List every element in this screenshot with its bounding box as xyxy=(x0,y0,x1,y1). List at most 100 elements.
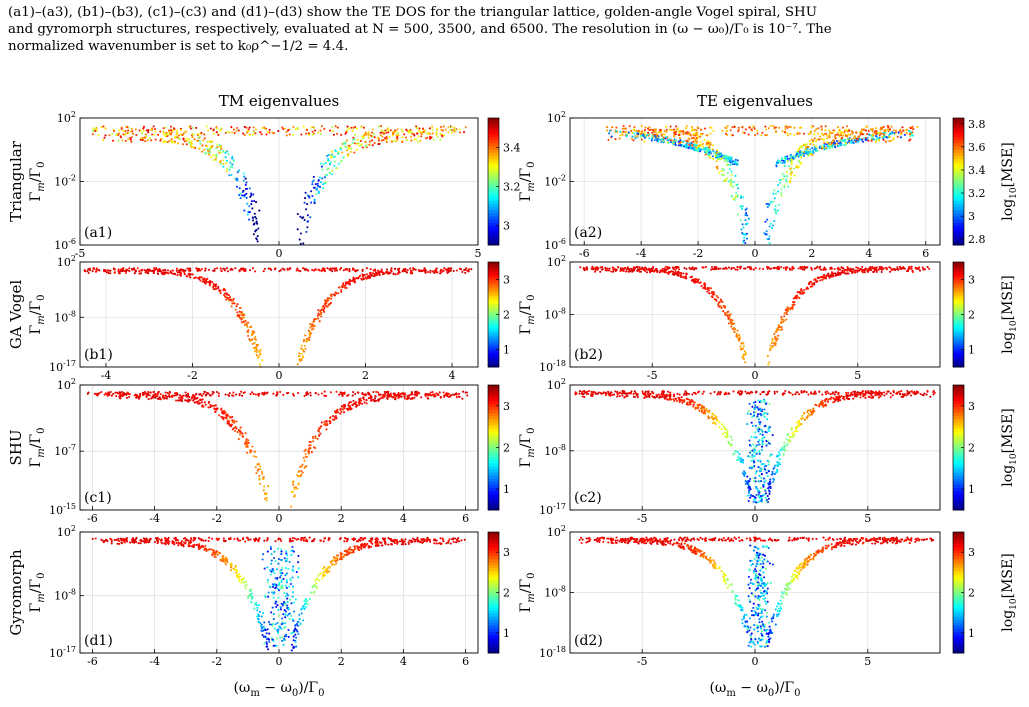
data-point xyxy=(710,126,713,129)
data-point xyxy=(118,129,121,132)
colorbar-segment xyxy=(953,133,964,138)
data-point xyxy=(722,267,725,270)
data-point xyxy=(97,133,100,137)
data-point xyxy=(104,134,107,137)
data-point xyxy=(717,303,720,306)
data-point xyxy=(373,399,377,403)
data-point xyxy=(419,131,422,135)
data-point xyxy=(121,269,124,272)
data-point xyxy=(831,140,834,143)
data-point xyxy=(706,290,709,293)
data-point xyxy=(731,126,734,129)
data-point xyxy=(855,266,858,269)
data-point xyxy=(288,133,291,136)
data-point xyxy=(781,161,784,165)
data-point xyxy=(730,267,733,271)
data-point xyxy=(120,126,123,129)
data-point xyxy=(885,136,888,139)
data-point xyxy=(240,321,243,324)
data-point xyxy=(889,132,892,136)
data-point xyxy=(662,391,665,394)
data-point xyxy=(310,325,313,328)
data-point xyxy=(254,215,257,218)
colorbar-segment xyxy=(488,419,499,423)
colorbar-segment xyxy=(488,213,499,217)
data-point xyxy=(731,134,734,137)
data-point xyxy=(168,139,171,142)
colorbar-tick-label: 2 xyxy=(503,309,510,322)
data-point xyxy=(325,428,328,431)
data-point xyxy=(688,143,691,146)
data-point xyxy=(240,390,243,393)
data-point xyxy=(333,418,336,421)
x-tick-label: 5 xyxy=(475,247,482,260)
data-point xyxy=(775,212,778,215)
data-point xyxy=(243,125,246,128)
data-point xyxy=(320,165,323,168)
data-point xyxy=(760,134,763,137)
data-point xyxy=(415,127,419,130)
colorbar-label: log10[MSE] xyxy=(1000,275,1019,353)
data-point xyxy=(439,132,442,135)
data-point xyxy=(411,396,414,399)
data-point xyxy=(315,192,318,195)
data-point xyxy=(654,133,657,136)
data-point xyxy=(345,267,348,270)
data-point xyxy=(739,345,742,348)
data-point xyxy=(831,391,835,394)
colorbar-segment xyxy=(488,441,499,445)
data-point xyxy=(232,158,235,162)
data-point xyxy=(457,395,460,398)
data-point xyxy=(329,416,332,419)
data-point xyxy=(112,392,115,396)
data-point xyxy=(333,294,337,297)
data-point xyxy=(236,171,239,174)
data-point xyxy=(185,140,188,143)
data-point xyxy=(349,150,352,153)
data-point xyxy=(138,270,141,273)
data-point xyxy=(711,155,715,158)
colorbar-segment xyxy=(488,235,499,240)
data-point xyxy=(311,133,314,136)
data-point xyxy=(337,162,341,165)
data-point xyxy=(811,146,814,150)
data-point xyxy=(352,391,355,394)
data-point xyxy=(191,394,195,397)
data-point xyxy=(212,132,215,135)
data-point xyxy=(710,265,714,269)
data-point xyxy=(801,268,804,271)
data-point xyxy=(737,126,740,129)
scatter-points xyxy=(605,124,919,245)
data-point xyxy=(128,270,131,273)
data-point xyxy=(731,185,735,188)
data-point xyxy=(424,271,427,274)
colorbar-tick-label: 3 xyxy=(503,219,510,232)
data-point xyxy=(738,337,741,341)
data-point xyxy=(248,326,252,329)
data-point xyxy=(792,157,796,160)
data-point xyxy=(921,266,924,269)
data-point xyxy=(303,344,306,348)
data-point xyxy=(652,131,655,134)
data-point xyxy=(867,129,870,133)
data-point xyxy=(222,165,225,168)
data-point xyxy=(809,285,812,288)
data-point xyxy=(684,132,687,135)
data-point xyxy=(300,352,303,356)
data-point xyxy=(358,401,361,404)
data-point xyxy=(866,137,869,140)
data-point xyxy=(168,131,171,134)
data-point xyxy=(766,134,769,137)
data-point xyxy=(198,393,201,396)
data-point xyxy=(339,391,342,394)
data-point xyxy=(173,272,176,275)
data-point xyxy=(357,141,360,144)
y-tick-label: 10-6 xyxy=(54,237,76,252)
data-point xyxy=(792,167,795,170)
data-point xyxy=(144,140,147,143)
data-point xyxy=(891,268,894,271)
data-point xyxy=(175,267,179,270)
data-point xyxy=(433,395,437,398)
data-point xyxy=(783,312,786,315)
data-point xyxy=(222,287,226,290)
